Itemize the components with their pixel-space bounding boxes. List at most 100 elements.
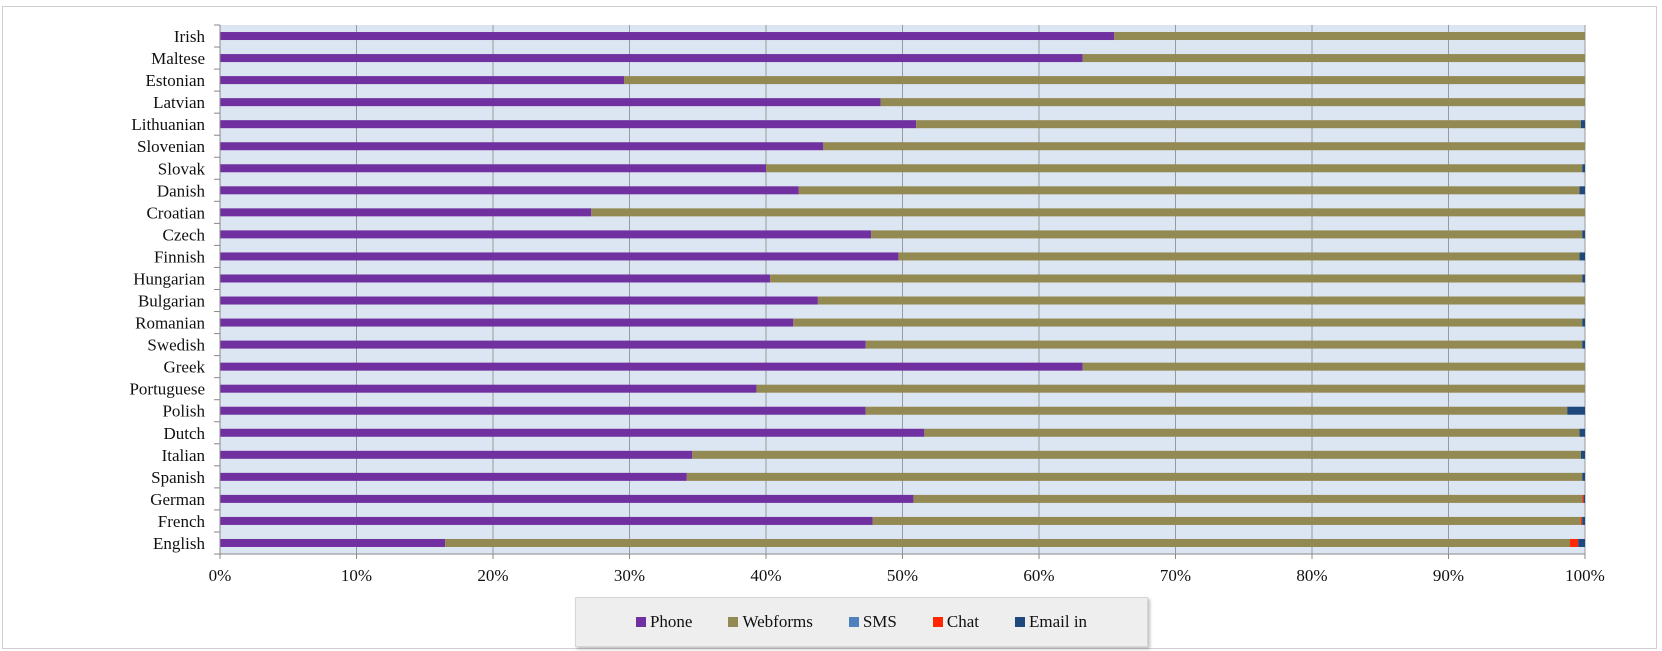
bar-segment-phone xyxy=(220,98,881,107)
bar-segment-email-in xyxy=(1580,120,1585,129)
bar-segment-phone xyxy=(220,472,687,481)
y-category-label: Portuguese xyxy=(129,380,205,399)
y-category-label: Croatian xyxy=(146,203,205,222)
bar-segment-webforms xyxy=(898,252,1580,261)
bar-segment-webforms xyxy=(591,208,1585,217)
x-tick-label: 100% xyxy=(1565,566,1605,585)
bar-segment-phone xyxy=(220,340,866,349)
bar-segment-email-in xyxy=(1582,472,1585,481)
legend-label: SMS xyxy=(862,612,897,631)
chart-legend: Phone Webforms SMS Chat Email in xyxy=(575,597,1148,647)
y-category-label: English xyxy=(153,534,205,553)
bar-segment-webforms xyxy=(1082,54,1585,63)
y-category-label: Romanian xyxy=(135,314,205,333)
x-tick-label: 70% xyxy=(1160,566,1191,585)
bar-segment-phone xyxy=(220,164,766,173)
bar-segment-webforms xyxy=(798,186,1580,195)
bar-segment-webforms xyxy=(793,318,1583,327)
bar-segment-webforms xyxy=(692,450,1581,459)
bar-segment-webforms xyxy=(872,516,1581,525)
bar-segment-phone xyxy=(220,538,446,547)
y-category-label: Italian xyxy=(162,446,206,465)
bar-segment-email-in xyxy=(1582,516,1585,525)
legend-label: Phone xyxy=(649,612,693,631)
bar-segment-phone xyxy=(220,428,925,437)
bar-segment-email-in xyxy=(1582,274,1585,283)
bar-segment-email-in xyxy=(1567,406,1585,415)
bar-segment-phone xyxy=(220,208,592,217)
legend-swatch xyxy=(848,617,859,627)
bar-segment-webforms xyxy=(924,428,1580,437)
bar-segment-chat xyxy=(1582,494,1584,503)
bar-segment-email-in xyxy=(1582,318,1585,327)
bar-segment-email-in xyxy=(1578,538,1585,547)
x-tick-label: 60% xyxy=(1023,566,1054,585)
plot-area xyxy=(220,25,1586,554)
bar-segment-phone xyxy=(220,362,1083,371)
axes-group: 0% 10% 20% 30% 40% 50% 60% 70% 80% 90% 100% Irish Ma… xyxy=(129,24,1605,585)
bar-segment-webforms xyxy=(445,538,1570,547)
bar-segment-email-in xyxy=(1582,340,1585,349)
bar-segment-phone xyxy=(220,516,873,525)
legend-item: Webforms xyxy=(728,612,813,632)
legend-item: Email in xyxy=(1014,612,1088,632)
x-tick-label: 90% xyxy=(1433,566,1464,585)
legend-swatch xyxy=(635,617,646,627)
bar-segment-webforms xyxy=(1114,32,1585,41)
legend-label: Chat xyxy=(946,612,979,631)
bar-segment-phone xyxy=(220,186,799,195)
y-category-label: Czech xyxy=(163,225,206,244)
bar-segment-email-in xyxy=(1579,186,1585,195)
y-category-label: French xyxy=(158,512,206,531)
y-category-label: Estonian xyxy=(146,71,206,90)
bar-segment-webforms xyxy=(686,472,1583,481)
bar-segment-phone xyxy=(220,32,1115,41)
bar-segment-chat xyxy=(1580,516,1583,525)
legend-swatch xyxy=(1014,617,1025,627)
bar-segment-chat xyxy=(1569,538,1579,547)
y-category-label: Swedish xyxy=(147,336,205,355)
legend-swatch xyxy=(728,617,739,627)
y-category-label: German xyxy=(150,490,205,509)
y-category-label: Irish xyxy=(174,27,206,46)
bar-segment-webforms xyxy=(817,296,1585,305)
bar-segment-phone xyxy=(220,384,757,393)
bar-segment-webforms xyxy=(871,230,1583,239)
y-category-label: Bulgarian xyxy=(138,292,206,311)
bar-segment-phone xyxy=(220,318,794,327)
bar-segment-webforms xyxy=(766,164,1583,173)
y-category-label: Lithuanian xyxy=(131,115,205,134)
bar-segment-webforms xyxy=(880,98,1585,107)
y-category-label: Slovenian xyxy=(137,137,205,156)
x-tick-label: 80% xyxy=(1296,566,1327,585)
bar-segment-webforms xyxy=(913,494,1583,503)
bar-segment-phone xyxy=(220,120,917,129)
bar-segment-phone xyxy=(220,54,1083,63)
y-category-label: Danish xyxy=(157,181,206,200)
legend-label: Webforms xyxy=(742,612,813,631)
legend-item: Phone xyxy=(635,612,693,632)
x-tick-label: 30% xyxy=(614,566,645,585)
legend-label: Email in xyxy=(1028,612,1088,631)
legend-item: SMS xyxy=(848,612,897,632)
bar-segment-webforms xyxy=(916,120,1581,129)
bar-segment-phone xyxy=(220,142,824,151)
bar-segment-webforms xyxy=(624,76,1585,85)
bar-segment-webforms xyxy=(823,142,1585,151)
bar-segment-webforms xyxy=(756,384,1585,393)
bar-segment-email-in xyxy=(1582,230,1585,239)
bar-segment-webforms xyxy=(865,406,1568,415)
bars-group xyxy=(220,32,1585,547)
bar-segment-phone xyxy=(220,274,771,283)
y-category-label: Slovak xyxy=(158,159,206,178)
bar-segment-phone xyxy=(220,406,866,415)
bar-segment-webforms xyxy=(1082,362,1585,371)
x-tick-label: 20% xyxy=(477,566,508,585)
bar-segment-email-in xyxy=(1582,164,1585,173)
bar-segment-webforms xyxy=(770,274,1583,283)
x-tick-label: 0% xyxy=(209,566,232,585)
bar-segment-phone xyxy=(220,76,625,85)
bar-segment-webforms xyxy=(865,340,1583,349)
bar-segment-email-in xyxy=(1579,428,1585,437)
y-category-label: Polish xyxy=(162,402,205,421)
